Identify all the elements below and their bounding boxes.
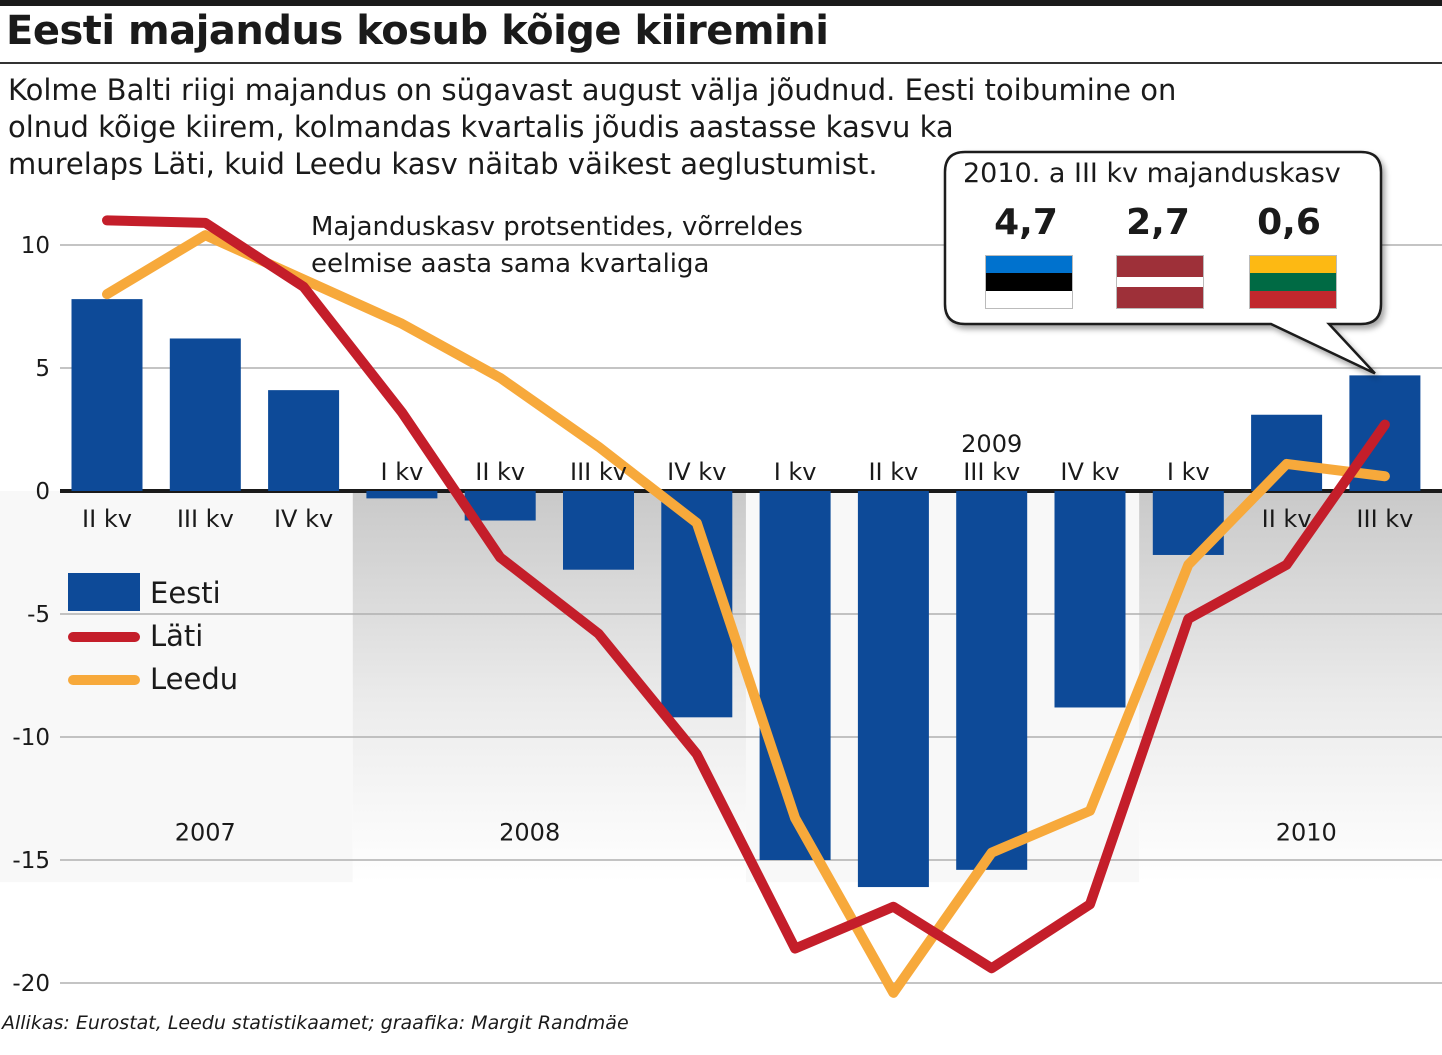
eesti-bar [759, 491, 831, 860]
subtitle-line: olnud kõige kiirem, kolmandas kvartalis … [8, 110, 954, 144]
page-title: Eesti majandus kosub kõige kiiremini [6, 8, 829, 54]
category-label: IV kv [667, 458, 726, 486]
category-label: II kv [475, 458, 525, 486]
year-band-2007 [0, 491, 353, 883]
eesti-bar [1054, 491, 1126, 708]
callout-value-latvia: 2,7 [1126, 202, 1190, 243]
y-tick-label: 0 [35, 479, 50, 505]
category-label: I kv [774, 458, 817, 486]
line-läti [102, 215, 1390, 974]
y-tick-label: -15 [12, 848, 50, 874]
legend-label: Eesti [150, 576, 221, 610]
legend: Eesti Läti Leedu [68, 573, 238, 696]
chart-note: eelmise aasta sama kvartaliga [311, 249, 709, 279]
legend-label: Leedu [150, 662, 238, 696]
callout-title: 2010. a III kv majanduskasv [963, 158, 1341, 189]
year-label: 2007 [175, 818, 236, 846]
subtitle: Kolme Balti riigi majandus on sügavast a… [8, 72, 1188, 183]
category-label: III kv [963, 458, 1020, 486]
eesti-bar [857, 491, 929, 888]
legend-swatch-eesti [68, 573, 140, 611]
latvia-flag-icon [1116, 255, 1204, 309]
y-tick-label: -10 [12, 725, 50, 751]
category-label: I kv [1167, 458, 1210, 486]
y-tick-label: -20 [12, 971, 50, 997]
year-label: 2009 [961, 430, 1022, 458]
category-label: III kv [570, 458, 627, 486]
year-label: 2008 [499, 818, 560, 846]
category-label: II kv [82, 505, 132, 533]
eesti-bar [268, 390, 340, 491]
eesti-bar [366, 491, 438, 499]
y-tick-label: 5 [35, 356, 50, 382]
chart-note: Majanduskasv protsentides, võrreldes [311, 212, 803, 242]
category-label: III kv [177, 505, 234, 533]
subtitle-line: Kolme Balti riigi majandus on sügavast a… [8, 73, 1177, 107]
series-lines [102, 215, 1390, 998]
estonia-flag-icon [985, 255, 1073, 309]
growth-callout: 2010. a III kv majanduskasv 4,7 2,7 0,6 [945, 152, 1381, 324]
chart-labels: 10 5 0 -5 -10 -15 -20 II kv III kv IV kv I kv II kv… [12, 212, 1413, 997]
top-rule [0, 0, 1442, 6]
category-label: II kv [1262, 505, 1312, 533]
source-note: Allikas: Eurostat, Leedu statistikaamet;… [2, 1012, 629, 1034]
eesti-bar [71, 299, 143, 491]
eesti-bar [169, 338, 241, 491]
callout-value-lithuania: 0,6 [1257, 202, 1321, 243]
legend-label: Läti [150, 619, 203, 653]
line-leedu [102, 230, 1390, 998]
category-label: I kv [380, 458, 423, 486]
callout-value-estonia: 4,7 [994, 202, 1058, 243]
category-label: IV kv [1060, 458, 1119, 486]
y-tick-label: -5 [27, 602, 50, 628]
eesti-bar [1251, 414, 1323, 491]
eesti-bars [71, 299, 1421, 888]
year-label: 2010 [1276, 818, 1337, 846]
category-label: IV kv [274, 505, 333, 533]
category-label: II kv [868, 458, 918, 486]
lithuania-flag-icon [1249, 255, 1337, 309]
eesti-bar [956, 491, 1028, 870]
subtitle-line: murelaps Läti, kuid Leedu kasv näitab vä… [8, 147, 878, 181]
category-label: III kv [1356, 505, 1413, 533]
title-rule [0, 62, 1442, 64]
y-tick-label: 10 [21, 233, 50, 259]
eesti-bar [563, 491, 634, 570]
